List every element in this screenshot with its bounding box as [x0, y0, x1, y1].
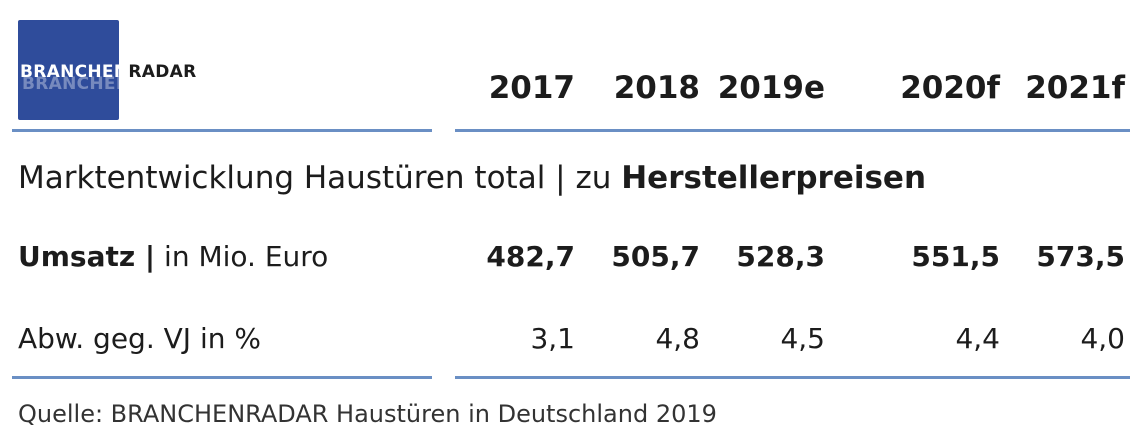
- column-header-2020f: 2020f: [900, 70, 1000, 106]
- section-heading: Marktentwicklung Haustüren total | zu He…: [18, 160, 926, 196]
- umsatz-2019e: 528,3: [736, 240, 825, 273]
- row-label-umsatz: Umsatz | in Mio. Euro: [18, 240, 328, 273]
- source-note: Quelle: BRANCHENRADAR Haustüren in Deuts…: [18, 400, 717, 428]
- footer-rule-left: [12, 376, 432, 379]
- logo-ghost-text: BRANCHEN: [22, 74, 131, 94]
- umsatz-2021f: 573,5: [1036, 240, 1125, 273]
- column-header-2017: 2017: [488, 70, 575, 106]
- abweichung-2021f: 4,0: [1080, 322, 1125, 355]
- logo-wordmark: BRANCHENRADAR: [20, 62, 197, 82]
- logo-part-2: RADAR: [128, 62, 197, 82]
- footer-rule-right: [455, 376, 1130, 379]
- umsatz-2020f: 551,5: [911, 240, 1000, 273]
- abweichung-2019e: 4,5: [780, 322, 825, 355]
- row-label-bold: Umsatz |: [18, 240, 156, 273]
- logo-part-1: BRANCHEN: [20, 62, 129, 82]
- heading-bold-text: Herstellerpreisen: [621, 160, 927, 196]
- column-header-2021f: 2021f: [1025, 70, 1125, 106]
- row-label-abweichung: Abw. geg. VJ in %: [18, 322, 261, 355]
- umsatz-2017: 482,7: [486, 240, 575, 273]
- umsatz-2018: 505,7: [611, 240, 700, 273]
- row-label-normal: in Mio. Euro: [155, 240, 329, 273]
- heading-normal-text: Marktentwicklung Haustüren total | zu: [18, 160, 622, 196]
- abweichung-2020f: 4,4: [955, 322, 1000, 355]
- abweichung-2018: 4,8: [655, 322, 700, 355]
- header-rule-left: [12, 129, 432, 132]
- header-rule-right: [455, 129, 1130, 132]
- column-header-2019e: 2019e: [717, 70, 825, 106]
- abweichung-2017: 3,1: [530, 322, 575, 355]
- column-header-2018: 2018: [613, 70, 700, 106]
- branchenradar-logo: [18, 20, 119, 120]
